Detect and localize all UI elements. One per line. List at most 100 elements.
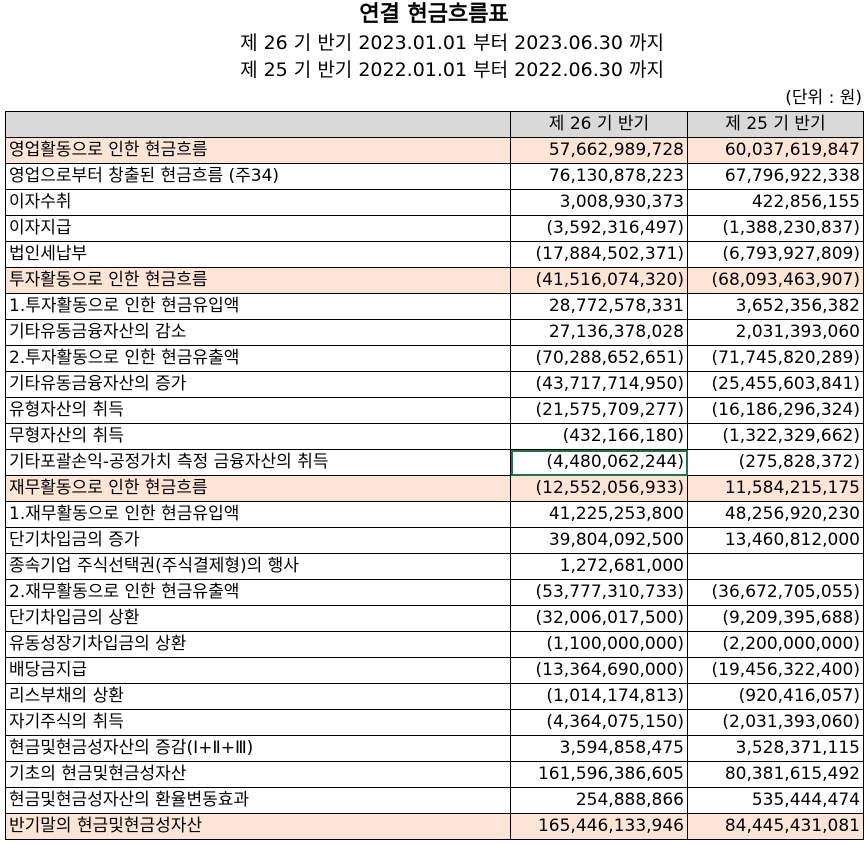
prior-period-value-cell[interactable]: 535,444,474 <box>687 787 864 814</box>
prior-period-value-cell[interactable]: (16,186,296,324) <box>687 397 864 424</box>
prior-period-value-cell[interactable]: 3,528,371,115 <box>687 735 864 762</box>
row-label-cell[interactable]: 1.재무활동으로 인한 현금유입액 <box>5 501 511 528</box>
row-label-cell[interactable]: 이자수취 <box>5 189 511 216</box>
row-label-cell[interactable]: 영업활동으로 인한 현금흐름 <box>5 137 511 164</box>
prior-period-value-cell[interactable]: (2,200,000,000) <box>687 631 864 658</box>
prior-period-value-cell[interactable]: (36,672,705,055) <box>687 579 864 606</box>
table-row: 배당금지급 (13,364,690,000) (19,456,322,400) <box>5 657 864 684</box>
table-row: 투자활동으로 인한 현금흐름 (41,516,074,320) (68,093,46… <box>5 267 864 294</box>
current-period-value-cell[interactable]: (53,777,310,733) <box>510 579 688 606</box>
row-label-cell[interactable]: 영업으로부터 창출된 현금흐름 (주34) <box>5 163 511 190</box>
prior-period-value-cell[interactable]: 67,796,922,338 <box>687 163 864 190</box>
prior-period-value-cell[interactable]: 84,445,431,081 <box>687 813 864 840</box>
row-label-cell[interactable]: 리스부채의 상환 <box>5 683 511 710</box>
current-period-value-cell[interactable]: (4,364,075,150) <box>510 709 688 736</box>
prior-period-value-cell[interactable]: (920,416,057) <box>687 683 864 710</box>
prior-period-value-cell[interactable]: (71,745,820,289) <box>687 345 864 372</box>
prior-period-value-cell[interactable]: (19,456,322,400) <box>687 657 864 684</box>
current-period-value-cell[interactable]: 3,008,930,373 <box>510 189 688 216</box>
row-label-cell[interactable]: 1.투자활동으로 인한 현금유입액 <box>5 293 511 320</box>
prior-period-value-cell[interactable]: 3,652,356,382 <box>687 293 864 320</box>
table-row: 반기말의 현금및현금성자산 165,446,133,946 84,445,431,0… <box>5 813 864 840</box>
prior-period-value-cell[interactable]: 13,460,812,000 <box>687 527 864 554</box>
header-prior-period[interactable]: 제 25 기 반기 <box>687 111 864 138</box>
prior-period-value-cell[interactable]: 2,031,393,060 <box>687 319 864 346</box>
row-label-cell[interactable]: 반기말의 현금및현금성자산 <box>5 813 511 840</box>
current-period-value-cell[interactable]: (432,166,180) <box>510 423 688 450</box>
current-period-value-cell[interactable]: 28,772,578,331 <box>510 293 688 320</box>
row-label-cell[interactable]: 무형자산의 취득 <box>5 423 511 450</box>
current-period-value-cell[interactable]: 3,594,858,475 <box>510 735 688 762</box>
current-period-value-cell[interactable]: (43,717,714,950) <box>510 371 688 398</box>
header-current-period[interactable]: 제 26 기 반기 <box>510 111 688 138</box>
row-label-cell[interactable]: 단기차입금의 상환 <box>5 605 511 632</box>
table-row: 재무활동으로 인한 현금흐름 (12,552,056,933) 11,584,215… <box>5 475 864 502</box>
period-current: 제 26 기 반기 2023.01.01 부터 2023.06.30 까지 <box>240 32 664 54</box>
row-label-cell[interactable]: 재무활동으로 인한 현금흐름 <box>5 475 511 502</box>
prior-period-value-cell[interactable]: 422,856,155 <box>687 189 864 216</box>
row-label-cell[interactable]: 기초의 현금및현금성자산 <box>5 761 511 788</box>
current-period-value-cell[interactable]: 27,136,378,028 <box>510 319 688 346</box>
unit-label: (단위 : 원) <box>785 88 862 108</box>
prior-period-value-cell[interactable]: (1,322,329,662) <box>687 423 864 450</box>
current-period-value-cell[interactable]: (4,480,062,244) <box>510 449 688 476</box>
row-label-cell[interactable]: 법인세납부 <box>5 241 511 268</box>
current-period-value-cell[interactable]: 41,225,253,800 <box>510 501 688 528</box>
row-label-cell[interactable]: 기타포괄손익-공정가치 측정 금융자산의 취득 <box>5 449 511 476</box>
current-period-value-cell[interactable]: (12,552,056,933) <box>510 475 688 502</box>
row-label-cell[interactable]: 유형자산의 취득 <box>5 397 511 424</box>
prior-period-value-cell[interactable]: 60,037,619,847 <box>687 137 864 164</box>
header-row: 제 26 기 반기 제 25 기 반기 <box>5 111 864 138</box>
current-period-value-cell[interactable]: (1,100,000,000) <box>510 631 688 658</box>
prior-period-value-cell[interactable]: (68,093,463,907) <box>687 267 864 294</box>
row-label-cell[interactable]: 기타유동금융자산의 감소 <box>5 319 511 346</box>
current-period-value-cell[interactable]: 1,272,681,000 <box>510 553 688 580</box>
row-label-cell[interactable]: 현금및현금성자산의 환율변동효과 <box>5 787 511 814</box>
row-label-cell[interactable]: 투자활동으로 인한 현금흐름 <box>5 267 511 294</box>
prior-period-value-cell[interactable]: (9,209,395,688) <box>687 605 864 632</box>
current-period-value-cell[interactable]: 76,130,878,223 <box>510 163 688 190</box>
row-label-cell[interactable]: 기타유동금융자산의 증가 <box>5 371 511 398</box>
prior-period-value-cell[interactable]: 80,381,615,492 <box>687 761 864 788</box>
prior-period-value-cell[interactable]: (1,388,230,837) <box>687 215 864 242</box>
header-label-cell[interactable] <box>5 111 511 138</box>
current-period-value-cell[interactable]: (13,364,690,000) <box>510 657 688 684</box>
current-period-value-cell[interactable]: 254,888,866 <box>510 787 688 814</box>
prior-period-value-cell[interactable]: (6,793,927,809) <box>687 241 864 268</box>
row-label-cell[interactable]: 종속기업 주식선택권(주식결제형)의 행사 <box>5 553 511 580</box>
current-period-value-cell[interactable]: (1,014,174,813) <box>510 683 688 710</box>
prior-period-value-cell[interactable]: 11,584,215,175 <box>687 475 864 502</box>
row-label-cell[interactable]: 자기주식의 취득 <box>5 709 511 736</box>
prior-period-value-cell[interactable]: (275,828,372) <box>687 449 864 476</box>
current-period-value-cell[interactable]: (41,516,074,320) <box>510 267 688 294</box>
table-row: 이자수취 3,008,930,373 422,856,155 <box>5 189 864 216</box>
current-period-value-cell[interactable]: 39,804,092,500 <box>510 527 688 554</box>
row-label-cell[interactable]: 2.투자활동으로 인한 현금유출액 <box>5 345 511 372</box>
prior-period-value-cell[interactable]: (2,031,393,060) <box>687 709 864 736</box>
table-row: 현금및현금성자산의 증감(Ⅰ+Ⅱ+Ⅲ) 3,594,858,475 3,528,37… <box>5 735 864 762</box>
prior-period-value-cell[interactable]: (25,455,603,841) <box>687 371 864 398</box>
current-period-value-cell[interactable]: (32,006,017,500) <box>510 605 688 632</box>
row-label-cell[interactable]: 현금및현금성자산의 증감(Ⅰ+Ⅱ+Ⅲ) <box>5 735 511 762</box>
row-label-cell[interactable]: 단기차입금의 증가 <box>5 527 511 554</box>
current-period-value-cell[interactable]: 165,446,133,946 <box>510 813 688 840</box>
row-label-cell[interactable]: 2.재무활동으로 인한 현금유출액 <box>5 579 511 606</box>
current-period-value-cell[interactable]: 57,662,989,728 <box>510 137 688 164</box>
current-period-value-cell[interactable]: 161,596,386,605 <box>510 761 688 788</box>
prior-period-value-cell[interactable] <box>687 553 864 580</box>
row-label-cell[interactable]: 이자지급 <box>5 215 511 242</box>
current-period-value-cell[interactable]: (70,288,652,651) <box>510 345 688 372</box>
table-row: 종속기업 주식선택권(주식결제형)의 행사 1,272,681,000 <box>5 553 864 580</box>
table-row: 이자지급 (3,592,316,497) (1,388,230,837) <box>5 215 864 242</box>
table-row: 기초의 현금및현금성자산 161,596,386,605 80,381,615,49… <box>5 761 864 788</box>
row-label-cell[interactable]: 유동성장기차입금의 상환 <box>5 631 511 658</box>
table-row: 기타유동금융자산의 감소 27,136,378,028 2,031,393,060 <box>5 319 864 346</box>
statement-title: 연결 현금흐름표 <box>359 2 509 27</box>
prior-period-value-cell[interactable]: 48,256,920,230 <box>687 501 864 528</box>
current-period-value-cell[interactable]: (21,575,709,277) <box>510 397 688 424</box>
current-period-value-cell[interactable]: (17,884,502,371) <box>510 241 688 268</box>
table-row: 자기주식의 취득 (4,364,075,150) (2,031,393,060) <box>5 709 864 736</box>
current-period-value-cell[interactable]: (3,592,316,497) <box>510 215 688 242</box>
table-body: 영업활동으로 인한 현금흐름 57,662,989,728 60,037,619,8… <box>5 137 864 840</box>
row-label-cell[interactable]: 배당금지급 <box>5 657 511 684</box>
